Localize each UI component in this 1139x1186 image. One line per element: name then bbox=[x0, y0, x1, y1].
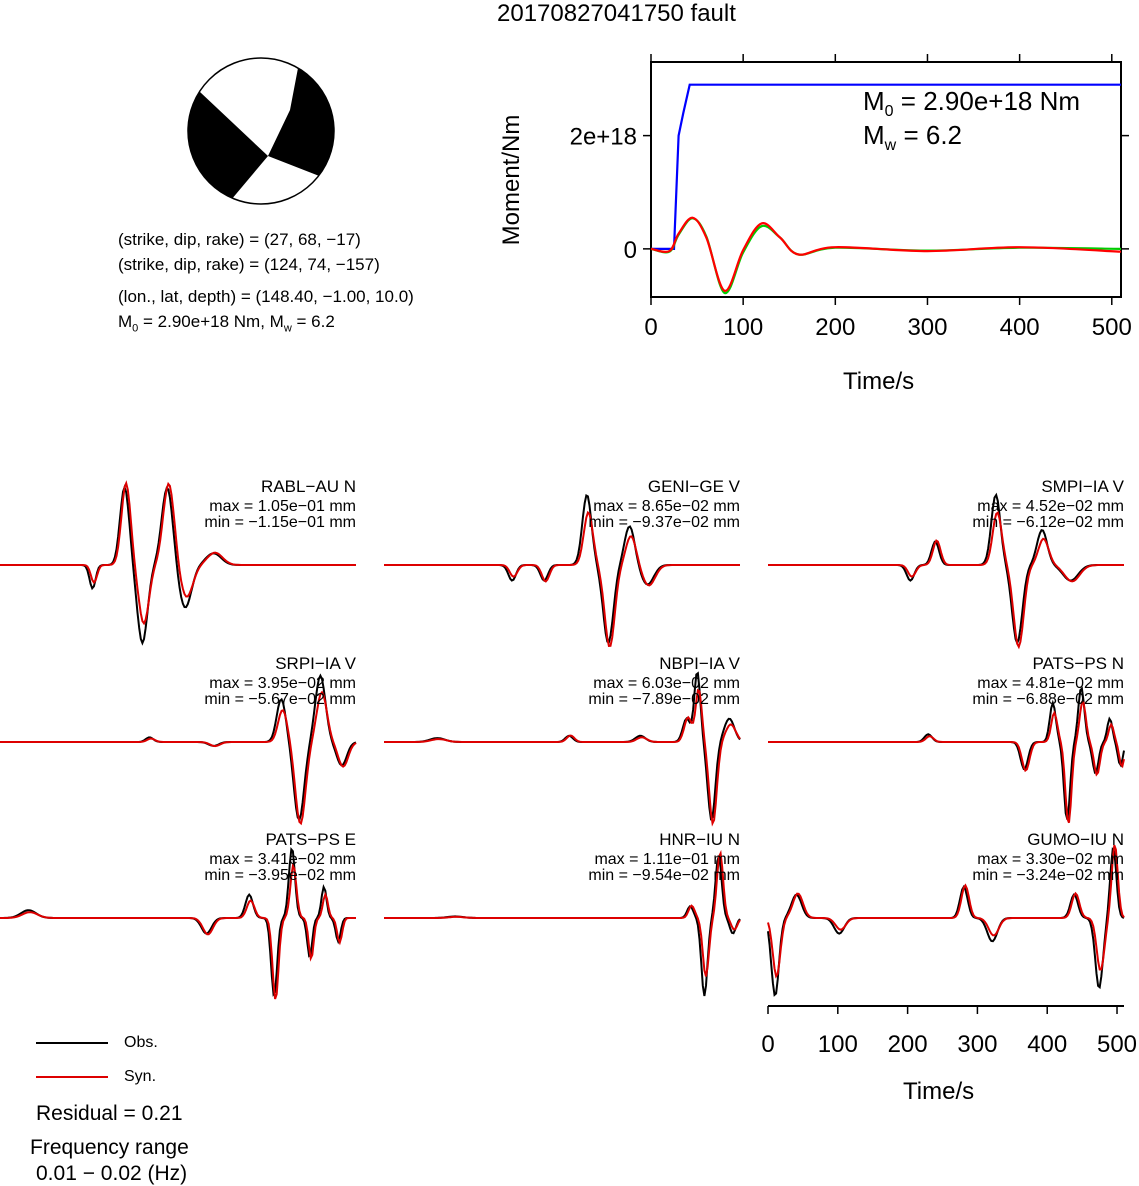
frequency-title: Frequency range bbox=[30, 1136, 189, 1159]
synthetic-trace bbox=[767, 844, 1125, 979]
station-max: max = 3.30e−02 mm bbox=[977, 851, 1124, 868]
moment-curve-red bbox=[650, 216, 1122, 292]
station-max: max = 1.05e−01 mm bbox=[209, 498, 356, 515]
page-title: 20170827041750 fault bbox=[497, 0, 736, 27]
moment-text: M0 = 2.90e+18 Nm, Mw = 6.2 bbox=[118, 312, 335, 335]
synthetic-trace bbox=[0, 690, 357, 826]
station-name: PATS−PS E bbox=[265, 830, 356, 849]
station-min: min = −3.95e−02 mm bbox=[204, 867, 356, 884]
station-name: NBPI−IA V bbox=[659, 654, 740, 673]
station-min: min = −6.12e−02 mm bbox=[972, 514, 1124, 531]
synthetic-trace bbox=[768, 701, 1125, 824]
location-text: (lon., lat, depth) = (148.40, −1.00, 10.… bbox=[118, 287, 414, 306]
bottom-xtick-label: 500 bbox=[1097, 1031, 1137, 1058]
moment-mw-label: Mw = 6.2 bbox=[863, 120, 963, 155]
station-panel bbox=[0, 673, 357, 826]
synthetic-trace bbox=[0, 480, 356, 626]
station-max: max = 8.65e−02 mm bbox=[593, 498, 740, 515]
station-min: min = −9.37e−02 mm bbox=[588, 514, 740, 531]
bottom-xtick-label: 300 bbox=[957, 1031, 997, 1058]
station-panel bbox=[384, 493, 740, 647]
station-min: min = −3.24e−02 mm bbox=[972, 867, 1124, 884]
station-name: HNR−IU N bbox=[659, 830, 740, 849]
moment-curve-blue bbox=[651, 83, 1121, 250]
station-panel bbox=[767, 844, 1125, 997]
station-min: min = −9.54e−02 mm bbox=[588, 867, 740, 884]
station-panel bbox=[0, 480, 356, 646]
moment-xtick-label: 100 bbox=[723, 314, 763, 341]
station-panel bbox=[384, 849, 741, 997]
station-min: min = −5.67e−02 mm bbox=[204, 691, 356, 708]
station-name: PATS−PS N bbox=[1032, 654, 1124, 673]
plane2-text: (strike, dip, rake) = (124, 74, −157) bbox=[118, 255, 380, 274]
bottom-xlabel: Time/s bbox=[903, 1078, 975, 1105]
bottom-xtick-label: 0 bbox=[761, 1031, 774, 1058]
legend-syn-label: Syn. bbox=[124, 1068, 157, 1085]
station-name: SMPI−IA V bbox=[1041, 477, 1124, 496]
synthetic-trace bbox=[0, 862, 356, 1000]
moment-xtick-label: 300 bbox=[907, 314, 947, 341]
station-name: GUMO−IU N bbox=[1027, 830, 1124, 849]
station-name: SRPI−IA V bbox=[275, 654, 356, 673]
station-panel bbox=[768, 492, 1124, 650]
bottom-xtick-label: 100 bbox=[818, 1031, 858, 1058]
synthetic-trace bbox=[384, 849, 741, 977]
moment-xtick-label: 200 bbox=[815, 314, 855, 341]
station-max: max = 3.95e−02 mm bbox=[209, 675, 356, 692]
moment-xtick-label: 500 bbox=[1092, 314, 1132, 341]
station-max: max = 1.11e−01 mm bbox=[594, 851, 740, 868]
frequency-value: 0.01 − 0.02 (Hz) bbox=[36, 1162, 188, 1185]
moment-plot-frame bbox=[650, 61, 1122, 298]
station-panel bbox=[768, 686, 1125, 824]
synthetic-trace bbox=[768, 511, 1124, 650]
moment-xtick-label: 400 bbox=[1000, 314, 1040, 341]
station-min: min = −7.89e−02 mm bbox=[588, 691, 740, 708]
station-max: max = 3.41e−02 mm bbox=[209, 851, 356, 868]
station-name: RABL−AU N bbox=[261, 477, 356, 496]
synthetic-trace bbox=[384, 510, 740, 647]
legend-obs-label: Obs. bbox=[124, 1034, 158, 1051]
station-min: min = −6.88e−02 mm bbox=[972, 691, 1124, 708]
plane1-text: (strike, dip, rake) = (27, 68, −17) bbox=[118, 230, 361, 249]
moment-ytick-label: 0 bbox=[624, 237, 637, 264]
bottom-xtick-label: 200 bbox=[888, 1031, 928, 1058]
moment-ytick-label: 2e+18 bbox=[570, 124, 637, 151]
station-max: max = 4.81e−02 mm bbox=[977, 675, 1124, 692]
beachball bbox=[188, 58, 334, 204]
station-name: GENI−GE V bbox=[647, 477, 740, 496]
moment-xlabel: Time/s bbox=[843, 368, 915, 395]
station-min: min = −1.15e−01 mm bbox=[204, 514, 356, 531]
synthetic-trace bbox=[384, 688, 741, 827]
residual-text: Residual = 0.21 bbox=[36, 1102, 183, 1125]
moment-m0-label: M0 = 2.90e+18 Nm bbox=[863, 86, 1081, 121]
station-max: max = 4.52e−02 mm bbox=[977, 498, 1124, 515]
station-panel bbox=[0, 846, 356, 1000]
moment-xtick-label: 0 bbox=[644, 314, 657, 341]
station-max: max = 6.03e−02 mm bbox=[593, 675, 740, 692]
station-panel bbox=[384, 671, 741, 827]
bottom-xtick-label: 400 bbox=[1027, 1031, 1067, 1058]
